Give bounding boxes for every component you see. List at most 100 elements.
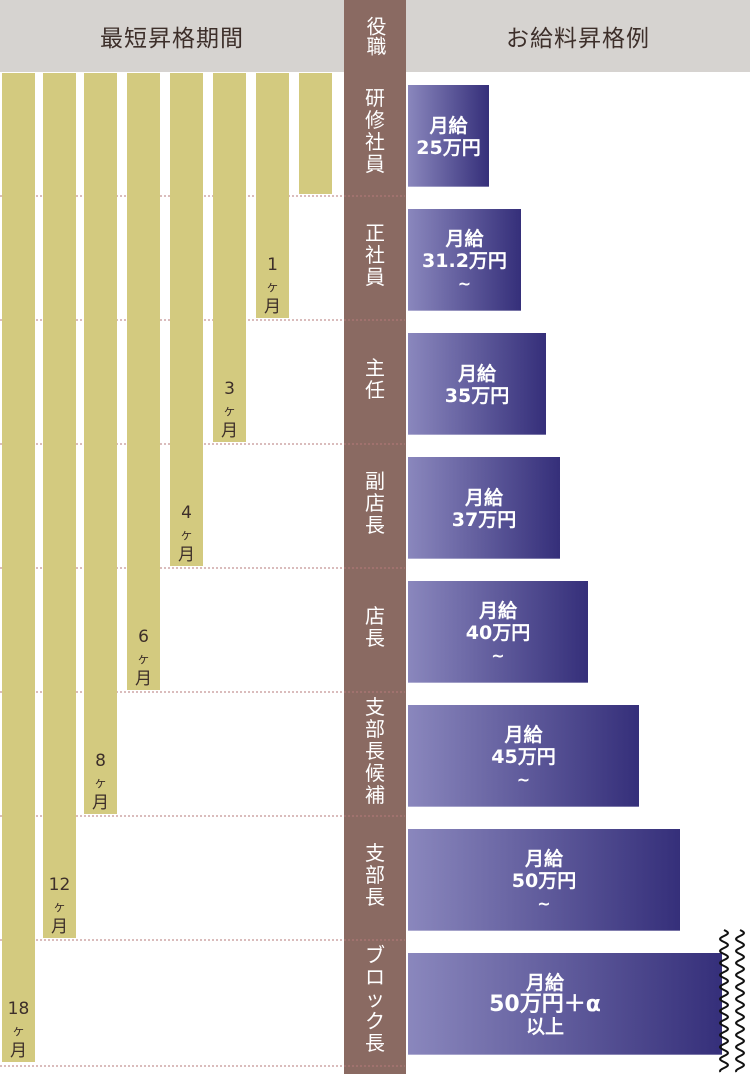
role-label-text: 員 [365, 152, 385, 176]
period-label: 1 ヶ月 [264, 255, 281, 317]
period-label: 12 ヶ月 [49, 875, 71, 937]
role-label-text: 店 [365, 491, 385, 515]
salary-label-text: 月給 [464, 486, 504, 509]
period-label-text: 8 [95, 751, 106, 771]
period-label: 4 ヶ月 [178, 503, 195, 565]
role-label-text: 任 [365, 378, 385, 402]
period-label-text: ヶ [180, 528, 193, 543]
period-label-text: 月 [264, 297, 281, 317]
role-label-text: ク [365, 1009, 385, 1033]
salary-bar-rect [408, 457, 560, 559]
role-column: 役職 [344, 0, 406, 1074]
period-bar [213, 73, 246, 442]
salary-label-text: ~ [517, 770, 530, 789]
role-label-text: 長 [365, 1031, 385, 1055]
period-label-text: ヶ [266, 280, 279, 295]
role-label-text: 長 [365, 513, 385, 537]
salary-label-text: 月給 [503, 723, 543, 746]
period-label-text: ヶ [53, 900, 66, 915]
role-label-text: 長 [365, 885, 385, 909]
salary-bar-rect [408, 705, 639, 807]
role-label-text: 部 [365, 863, 385, 887]
role-label: 店長 [365, 604, 385, 650]
period-label-text: ヶ [94, 776, 107, 791]
salary-label-text: 月給 [524, 847, 564, 870]
salary-label-text: 40万円 [466, 622, 530, 644]
role-label: 主任 [365, 356, 385, 402]
salary-label-text: ~ [537, 894, 550, 913]
period-bar [299, 73, 332, 194]
role-label: 副店長 [365, 469, 385, 537]
salary-label-text: 31.2万円 [422, 250, 507, 272]
period-label-text: ヶ [137, 652, 150, 667]
salary-bar-rect [408, 333, 546, 435]
salary-bar-rect [408, 581, 588, 683]
role-label-text: 研 [365, 86, 385, 110]
role-label-text: 店 [365, 604, 385, 628]
role-label-text: 員 [365, 265, 385, 289]
role-label-text: 長 [365, 626, 385, 650]
period-bar [170, 73, 203, 566]
salary-label-text: 月給 [478, 599, 518, 622]
salary-label-text: 25万円 [416, 137, 480, 159]
salary-header: お給料昇格例 [406, 0, 750, 72]
wave-cut-mark [734, 929, 746, 1073]
role-label-text: 正 [365, 221, 385, 245]
role-label-text: ッ [365, 987, 385, 1011]
salary-label-text: 35万円 [445, 385, 509, 407]
wave-cut-mark [718, 929, 730, 1073]
period-label-text: ヶ [12, 1024, 25, 1039]
period-label-text: 月 [92, 793, 109, 813]
period-bar [127, 73, 160, 690]
period-label-text: ヶ [223, 404, 236, 419]
period-label: 8 ヶ月 [92, 751, 109, 813]
salary-bar-rect [408, 953, 722, 1055]
period-label-text: 月 [51, 917, 68, 937]
salary-label-text: 月給 [444, 227, 484, 250]
salary-label-text: 月給 [525, 971, 565, 994]
salary-label-text: 月給 [428, 114, 468, 137]
role-label-text: 修 [365, 108, 385, 132]
salary-label-text: 以上 [526, 1016, 564, 1038]
role-label-text: 副 [365, 469, 385, 493]
salary-label-text: 45万円 [491, 746, 555, 768]
period-label-text: 月 [10, 1041, 27, 1061]
period-label-text: 12 [49, 875, 71, 895]
role-label: 正社員 [365, 221, 385, 289]
salary-bar-rect [408, 829, 680, 931]
period-label-text: 月 [135, 669, 152, 689]
salary-bar-rect [408, 85, 489, 187]
role-label-text: ロ [365, 965, 385, 989]
role-label-text: 主 [365, 356, 385, 380]
role-label-text: 候 [365, 761, 385, 785]
period-label: 3 ヶ月 [221, 379, 238, 441]
period-label-text: 4 [181, 503, 192, 523]
period-label: 18 ヶ月 [8, 999, 30, 1061]
period-label: 6 ヶ月 [135, 627, 152, 689]
role-label-text: 部 [365, 717, 385, 741]
period-label-text: 月 [178, 545, 195, 565]
role-label-text: 支 [365, 695, 385, 719]
period-header: 最短昇格期間 [0, 0, 344, 72]
period-label-text: 1 [267, 255, 278, 275]
period-label-text: 6 [138, 627, 149, 647]
period-bar [256, 73, 289, 318]
salary-label-text: 月給 [457, 362, 497, 385]
period-label-text: 18 [8, 999, 30, 1019]
salary-bar-rect [408, 209, 521, 311]
period-bar [84, 73, 117, 814]
salary-label-text: 50万円 [512, 870, 576, 892]
role-label-text: 長 [365, 739, 385, 763]
period-label-text: 月 [221, 421, 238, 441]
role-label-text: ブ [365, 943, 385, 967]
salary-label-text: ~ [458, 274, 471, 293]
